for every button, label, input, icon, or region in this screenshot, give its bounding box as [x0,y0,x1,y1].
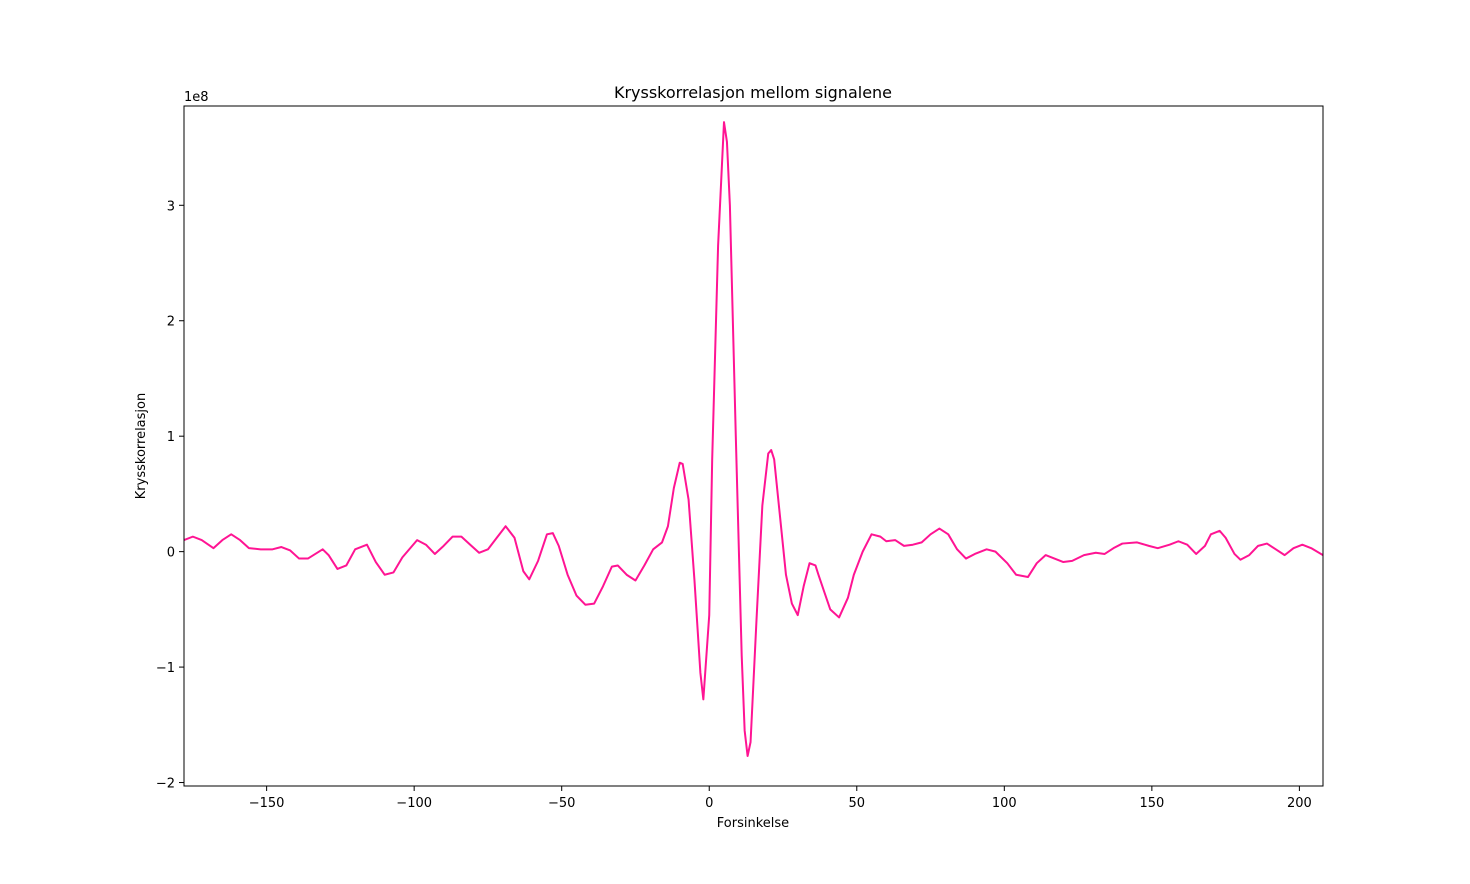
x-tick-label: −50 [548,796,575,811]
x-tick-label: −100 [396,796,432,811]
x-tick-label: −150 [249,796,285,811]
x-tick-label: 100 [992,796,1017,811]
x-tick-label: 50 [849,796,866,811]
plot-frame [183,105,1324,787]
x-axis: −150 −100 −50 0 50 100 150 200 [249,786,1312,811]
plot-area [184,121,1323,757]
y-tick-label: 2 [167,315,175,330]
x-tick-label: 150 [1139,796,1164,811]
x-tick-label: 0 [705,796,713,811]
x-axis-label: Forsinkelse [717,816,789,831]
series-line-0 [184,121,1323,757]
y-tick-label: 0 [167,546,175,561]
y-axis: −2 −1 0 1 2 3 [156,199,184,792]
y-tick-label: 1 [167,430,175,445]
y-tick-label: −2 [156,777,175,792]
y-offset-label: 1e8 [184,90,209,105]
x-tick-label: 200 [1287,796,1312,811]
y-tick-label: −1 [156,661,175,676]
chart-title: Krysskorrelasjon mellom signalene [614,83,892,102]
y-tick-label: 3 [167,199,175,214]
y-axis-label: Krysskorrelasjon [134,393,149,499]
